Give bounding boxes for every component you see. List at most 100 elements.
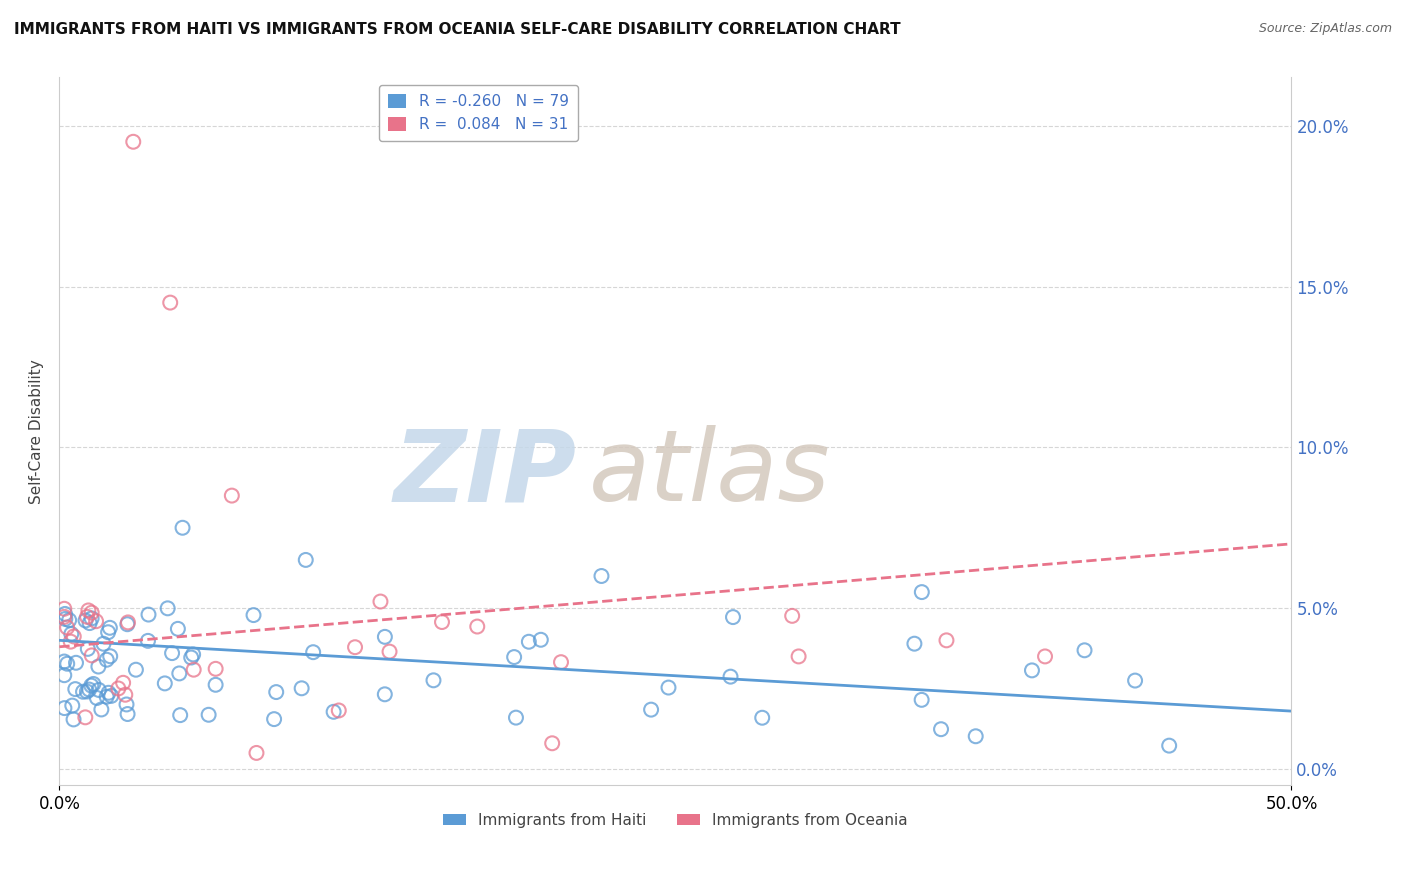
- Point: [159, 295, 181, 310]
- Point: [720, 670, 742, 684]
- Point: [62, 630, 84, 644]
- Point: [76, 684, 98, 698]
- Point: [53, 601, 76, 615]
- Point: [125, 663, 148, 677]
- Text: IMMIGRANTS FROM HAITI VS IMMIGRANTS FROM OCEANIA SELF-CARE DISABILITY CORRELATIO: IMMIGRANTS FROM HAITI VS IMMIGRANTS FROM…: [14, 22, 901, 37]
- Point: [264, 685, 287, 699]
- Point: [84, 614, 107, 628]
- Point: [503, 650, 526, 665]
- Point: [65, 682, 87, 697]
- Point: [65, 656, 87, 670]
- Point: [98, 621, 121, 635]
- Point: [344, 640, 367, 655]
- Point: [169, 666, 191, 681]
- Point: [72, 685, 94, 699]
- Point: [657, 681, 679, 695]
- Point: [965, 729, 987, 743]
- Point: [56, 620, 79, 634]
- Point: [328, 703, 350, 717]
- Point: [98, 649, 121, 664]
- Point: [1033, 649, 1056, 664]
- Point: [53, 655, 76, 669]
- Legend: Immigrants from Haiti, Immigrants from Oceania: Immigrants from Haiti, Immigrants from O…: [437, 807, 914, 834]
- Point: [80, 679, 103, 693]
- Point: [242, 608, 264, 623]
- Point: [935, 633, 957, 648]
- Point: [780, 608, 803, 623]
- Point: [75, 614, 97, 628]
- Point: [96, 653, 118, 667]
- Point: [302, 645, 325, 659]
- Text: ZIP: ZIP: [394, 425, 576, 522]
- Point: [787, 649, 810, 664]
- Point: [107, 681, 129, 696]
- Point: [80, 648, 103, 663]
- Point: [138, 607, 160, 622]
- Point: [96, 690, 118, 704]
- Point: [221, 489, 243, 503]
- Point: [117, 617, 139, 632]
- Text: atlas: atlas: [589, 425, 831, 522]
- Point: [172, 521, 194, 535]
- Y-axis label: Self-Care Disability: Self-Care Disability: [30, 359, 44, 504]
- Point: [422, 673, 444, 688]
- Point: [114, 688, 136, 702]
- Point: [1021, 664, 1043, 678]
- Point: [80, 606, 103, 620]
- Point: [59, 634, 82, 648]
- Point: [117, 615, 139, 630]
- Point: [53, 612, 76, 626]
- Point: [80, 611, 103, 625]
- Point: [58, 613, 80, 627]
- Point: [53, 701, 76, 715]
- Point: [430, 615, 453, 629]
- Point: [167, 622, 190, 636]
- Point: [591, 569, 613, 583]
- Point: [640, 703, 662, 717]
- Point: [197, 707, 219, 722]
- Point: [93, 637, 115, 651]
- Point: [75, 710, 97, 724]
- Point: [374, 630, 396, 644]
- Point: [87, 683, 110, 698]
- Point: [322, 705, 344, 719]
- Point: [87, 659, 110, 673]
- Point: [100, 689, 122, 703]
- Point: [929, 722, 952, 736]
- Point: [204, 678, 226, 692]
- Point: [374, 687, 396, 701]
- Point: [53, 610, 76, 624]
- Point: [291, 681, 314, 696]
- Point: [82, 677, 104, 691]
- Point: [97, 686, 120, 700]
- Point: [294, 553, 316, 567]
- Point: [86, 690, 108, 705]
- Point: [505, 711, 527, 725]
- Point: [90, 702, 112, 716]
- Point: [53, 668, 76, 682]
- Point: [378, 645, 401, 659]
- Point: [530, 632, 553, 647]
- Point: [153, 676, 176, 690]
- Point: [56, 657, 79, 671]
- Point: [204, 662, 226, 676]
- Point: [1073, 643, 1095, 657]
- Point: [541, 736, 564, 750]
- Point: [62, 713, 84, 727]
- Point: [751, 711, 773, 725]
- Point: [97, 625, 120, 640]
- Point: [160, 646, 183, 660]
- Point: [550, 655, 572, 669]
- Point: [136, 633, 159, 648]
- Point: [112, 675, 135, 690]
- Point: [370, 594, 392, 608]
- Point: [76, 609, 98, 624]
- Point: [465, 619, 488, 633]
- Point: [77, 682, 100, 697]
- Point: [180, 650, 202, 665]
- Point: [245, 746, 267, 760]
- Point: [115, 698, 138, 712]
- Point: [1159, 739, 1181, 753]
- Point: [183, 663, 205, 677]
- Point: [181, 648, 204, 662]
